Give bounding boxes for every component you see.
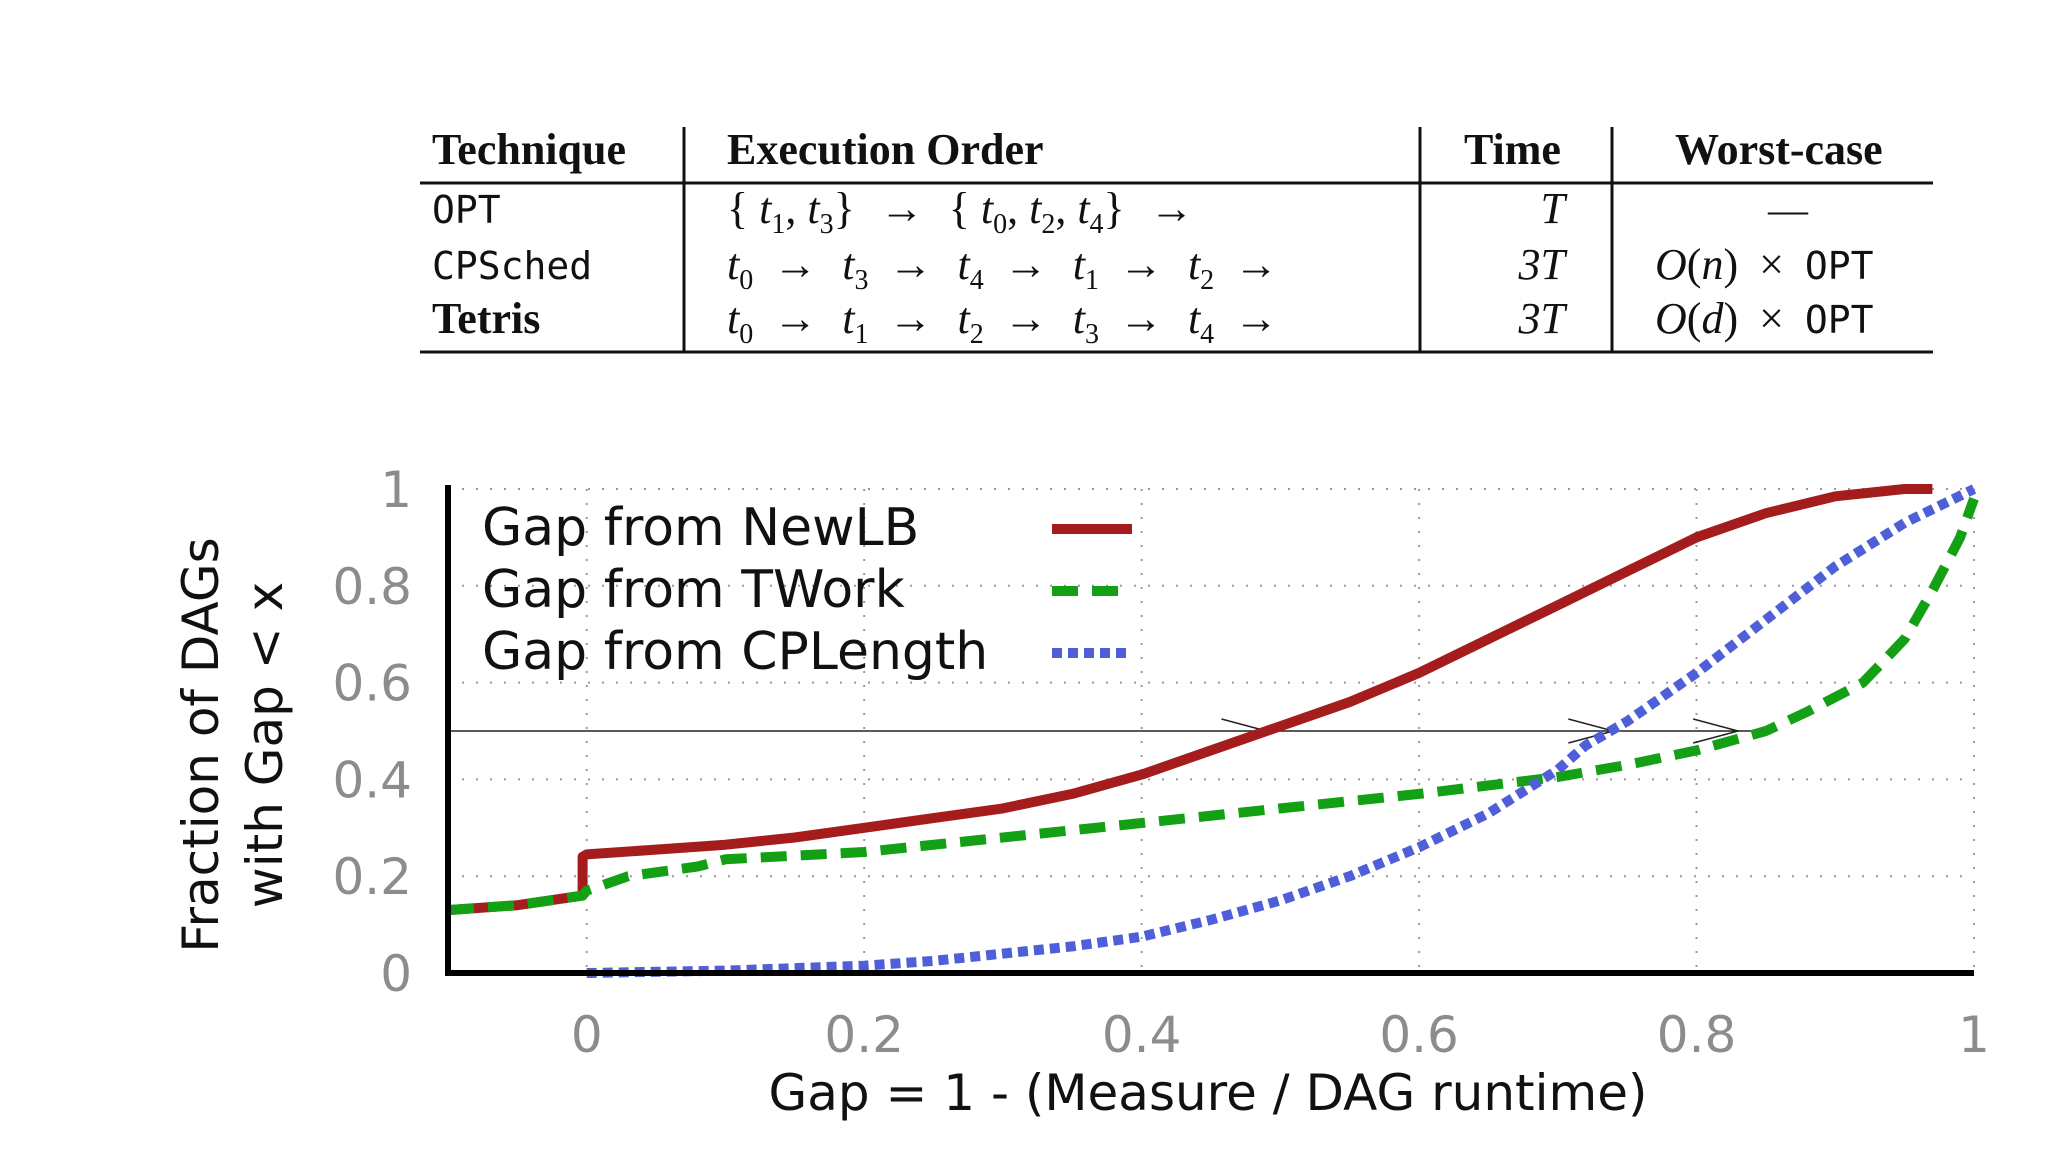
- comparison-table: Technique Execution Order Time Worst-cas…: [420, 125, 1933, 354]
- row-cpsched-worst: O(n) × OPT: [1655, 240, 1874, 289]
- series-group: [447, 484, 1979, 978]
- x-tick-label: 0.6: [1379, 1006, 1459, 1064]
- y-tick-label: 1: [380, 461, 412, 519]
- x-tick-label: 0.8: [1657, 1006, 1737, 1064]
- row-opt-time: T: [1541, 184, 1569, 233]
- row-opt-technique: OPT: [432, 188, 501, 232]
- set-open-brace: {: [727, 184, 748, 233]
- header-technique: Technique: [432, 125, 626, 174]
- row-tetris-worst: O(d) × OPT: [1655, 294, 1874, 343]
- axes: [445, 485, 1974, 976]
- x-tick-label: 1: [1958, 1006, 1990, 1064]
- reference-line-group: [448, 718, 1753, 744]
- order-arrow: →: [880, 184, 924, 233]
- y-tick-label: 0.4: [332, 751, 412, 809]
- row-tetris-order: t0 → t1 → t2 → t3 → t4 →: [727, 294, 1278, 350]
- series-line-gap-from-newlb: [447, 484, 1933, 916]
- row-cpsched-technique: CPSched: [432, 244, 592, 288]
- y-axis-label-line1: Fraction of DAGs: [172, 537, 230, 952]
- legend-label-gap-from-twork: Gap from TWork: [482, 560, 905, 620]
- legend-label-gap-from-cplength: Gap from CPLength: [482, 622, 988, 682]
- y-tick-label: 0: [380, 945, 412, 1003]
- row-opt-order: { t1, t3} → { t0, t2, t4} →: [727, 184, 1194, 240]
- header-time: Time: [1464, 125, 1561, 174]
- header-execution-order: Execution Order: [727, 125, 1044, 174]
- row-cpsched-order: t0 → t3 → t4 → t1 → t2 →: [727, 240, 1278, 296]
- legend-label-gap-from-newlb: Gap from NewLB: [482, 498, 919, 558]
- reference-arrowhead: [1692, 718, 1742, 744]
- row-tetris-technique: Tetris: [432, 294, 540, 343]
- y-axis-label-line2: with Gap < x: [236, 582, 294, 908]
- tick-labels: 0 0.2 0.4 0.6 0.8 1 0 0.2 0.4 0.6 0.8 1: [332, 461, 1989, 1064]
- x-axis-label: Gap = 1 - (Measure / DAG runtime): [768, 1064, 1647, 1122]
- x-tick-label: 0: [571, 1006, 603, 1064]
- y-tick-label: 0.6: [332, 655, 412, 713]
- y-tick-label: 0.8: [332, 558, 412, 616]
- x-tick-label: 0.4: [1102, 1006, 1182, 1064]
- order-arrow: →: [1150, 184, 1194, 233]
- row-tetris-time: 3T: [1518, 294, 1569, 343]
- row-cpsched-time: 3T: [1518, 240, 1569, 289]
- x-tick-label: 0.2: [824, 1006, 904, 1064]
- header-worst-case: Worst-case: [1675, 125, 1883, 174]
- row-opt-worst: —: [1767, 187, 1809, 232]
- series-line-gap-from-twork: [447, 497, 1979, 916]
- y-tick-label: 0.2: [332, 848, 412, 906]
- cdf-chart: 0 0.2 0.4 0.6 0.8 1 0 0.2 0.4 0.6 0.8 1 Gap = 1 - (…: [172, 461, 1990, 1122]
- series-line-gap-from-cplength: [586, 484, 1977, 978]
